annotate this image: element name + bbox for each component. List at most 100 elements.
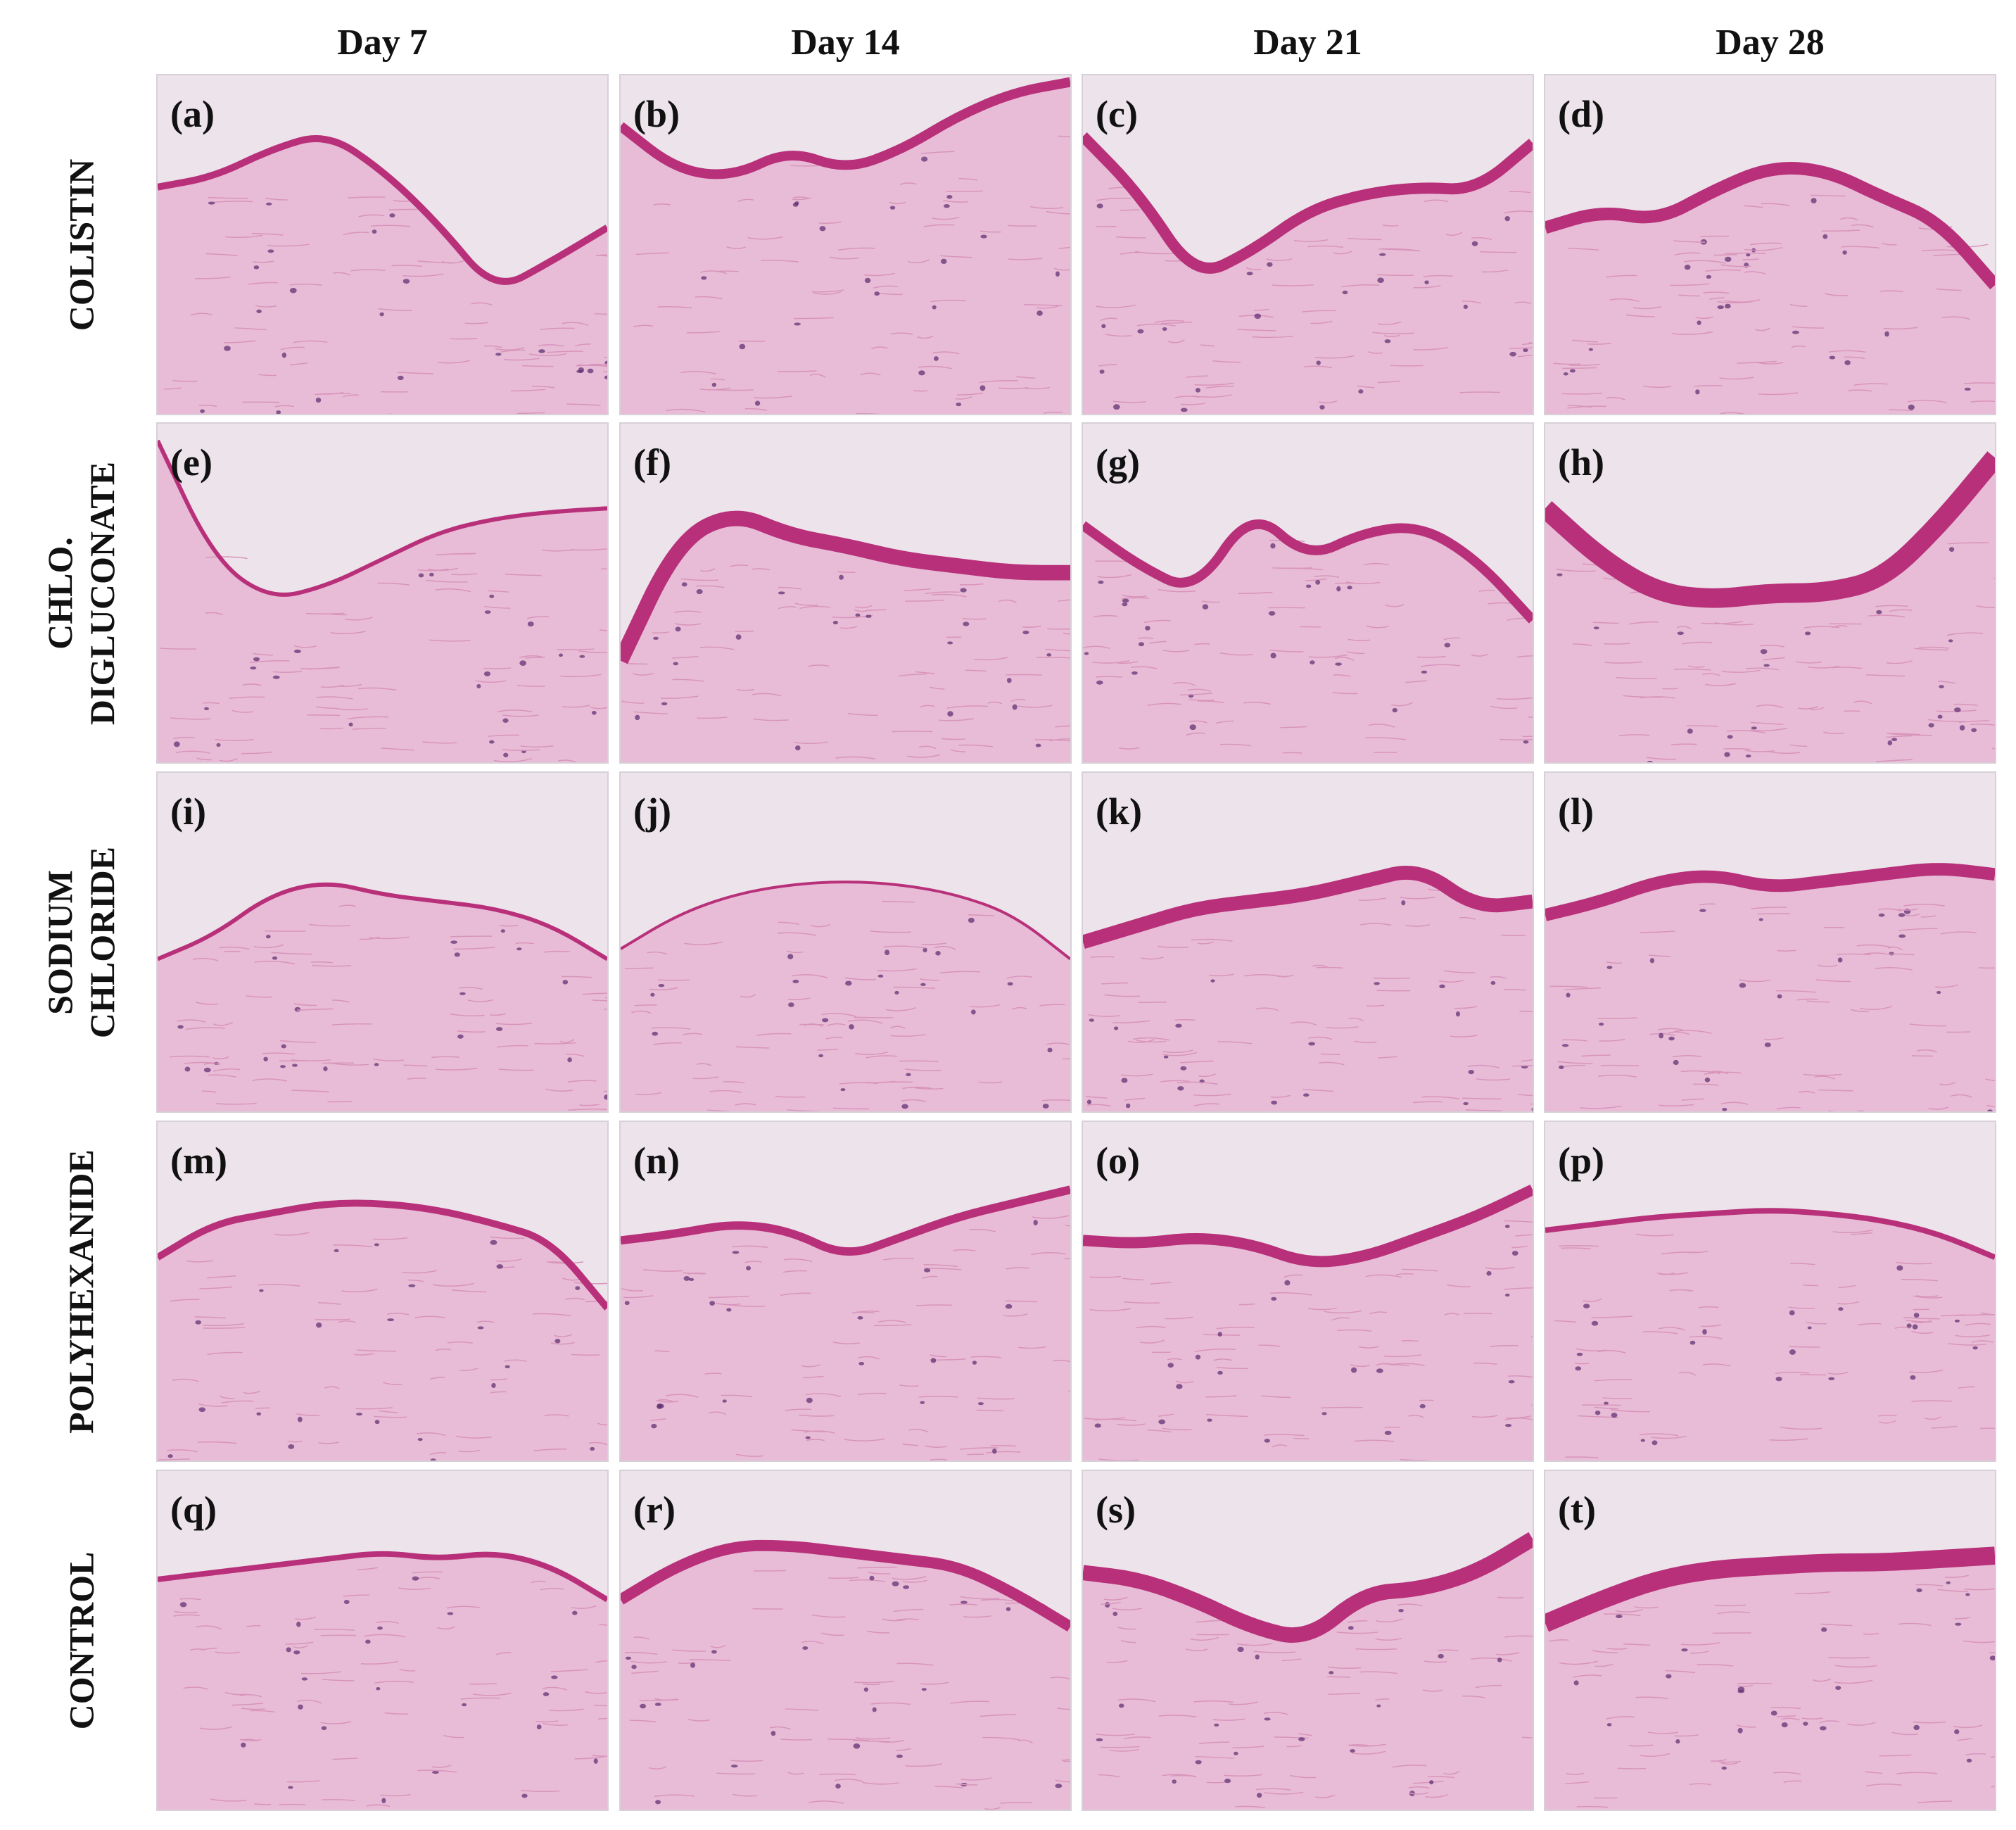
collagen-fiber xyxy=(1509,347,1533,349)
collagen-fiber xyxy=(1213,1358,1232,1361)
cell-nucleus xyxy=(288,1786,293,1789)
cell-nucleus xyxy=(1876,610,1882,614)
cell-nucleus xyxy=(1033,1220,1038,1226)
collagen-fiber xyxy=(920,151,955,154)
cell-nucleus xyxy=(650,992,655,997)
tissue-section-image xyxy=(1545,863,1995,1111)
collagen-fiber xyxy=(806,1393,842,1397)
collagen-fiber xyxy=(567,1080,597,1083)
collagen-fiber xyxy=(213,1056,229,1060)
collagen-fiber xyxy=(854,1681,894,1684)
collagen-fiber xyxy=(687,331,721,334)
collagen-fiber xyxy=(1582,1404,1621,1406)
collagen-fiber xyxy=(1158,1715,1197,1718)
collagen-fiber xyxy=(1781,1717,1800,1721)
cell-nucleus xyxy=(1022,630,1029,635)
collagen-fiber xyxy=(732,1793,758,1797)
cell-nucleus xyxy=(1125,1103,1131,1109)
collagen-fiber xyxy=(1117,1627,1136,1630)
collagen-fiber xyxy=(915,1087,944,1090)
collagen-fiber xyxy=(634,1004,657,1007)
collagen-fiber xyxy=(868,1572,891,1575)
cell-nucleus xyxy=(1195,1760,1202,1765)
collagen-fiber xyxy=(225,234,263,239)
cell-nucleus xyxy=(1374,982,1380,985)
cell-nucleus xyxy=(259,1289,264,1292)
collagen-fiber xyxy=(332,1758,358,1760)
collagen-fiber xyxy=(205,556,248,560)
collagen-fiber xyxy=(858,1356,880,1360)
collagen-fiber xyxy=(554,1334,573,1337)
collagen-fiber xyxy=(1764,1037,1784,1040)
collagen-fiber xyxy=(1877,908,1901,911)
collagen-fiber xyxy=(1911,1320,1932,1323)
collagen-fiber xyxy=(1898,908,1918,911)
collagen-fiber xyxy=(1896,1261,1932,1265)
collagen-fiber xyxy=(198,404,217,408)
collagen-fiber xyxy=(1736,1724,1756,1728)
collagen-fiber xyxy=(1391,702,1414,707)
collagen-fiber xyxy=(1755,327,1770,332)
collagen-fiber xyxy=(1053,1359,1070,1363)
cell-nucleus xyxy=(701,276,707,280)
collagen-fiber xyxy=(253,260,274,263)
collagen-fiber xyxy=(1201,600,1221,603)
collagen-fiber xyxy=(1572,339,1599,343)
collagen-fiber xyxy=(1185,1648,1208,1651)
collagen-fiber xyxy=(782,1270,807,1273)
micrograph-panel: (l) xyxy=(1544,771,1996,1113)
collagen-fiber xyxy=(1120,1639,1136,1643)
collagen-fiber xyxy=(969,1228,996,1232)
collagen-fiber xyxy=(1087,1104,1111,1107)
collagen-fiber xyxy=(621,700,645,704)
collagen-fiber xyxy=(285,1641,314,1645)
cell-nucleus xyxy=(365,1639,371,1644)
collagen-fiber xyxy=(657,1400,679,1403)
panel-label: (s) xyxy=(1096,1489,1136,1531)
collagen-fiber xyxy=(939,718,975,721)
collagen-fiber xyxy=(1193,394,1232,398)
collagen-fiber xyxy=(314,1629,355,1631)
cell-nucleus xyxy=(1189,724,1196,731)
collagen-fiber xyxy=(358,214,385,217)
collagen-fiber xyxy=(1174,396,1200,398)
collagen-fiber xyxy=(1489,976,1507,979)
collagen-fiber xyxy=(1290,1021,1317,1026)
collagen-fiber xyxy=(1269,649,1304,652)
collagen-fiber xyxy=(854,1016,894,1018)
tissue-section-image xyxy=(158,1199,607,1460)
collagen-fiber xyxy=(1237,329,1276,332)
cell-nucleus xyxy=(184,1066,191,1072)
collagen-fiber xyxy=(521,1789,560,1793)
collagen-fiber xyxy=(930,299,966,303)
collagen-fiber xyxy=(1017,705,1053,708)
collagen-fiber xyxy=(336,708,369,711)
collagen-fiber xyxy=(1695,316,1713,320)
collagen-fiber xyxy=(1767,750,1801,755)
collagen-fiber xyxy=(960,583,984,586)
collagen-fiber xyxy=(1603,643,1630,645)
cell-nucleus xyxy=(1559,1065,1564,1069)
cell-nucleus xyxy=(1358,389,1364,394)
cell-nucleus xyxy=(1675,1739,1680,1744)
collagen-fiber xyxy=(916,335,934,339)
collagen-fiber xyxy=(1931,1425,1958,1429)
collagen-fiber xyxy=(943,200,969,203)
collagen-fiber xyxy=(633,324,654,327)
collagen-fiber xyxy=(1158,588,1196,593)
cell-nucleus xyxy=(1939,685,1944,688)
epidermis-layer xyxy=(1545,451,1995,608)
cell-nucleus xyxy=(840,1088,846,1092)
collagen-fiber xyxy=(280,1040,316,1044)
collagen-fiber xyxy=(1253,1651,1296,1653)
collagen-fiber xyxy=(1819,1720,1840,1724)
collagen-fiber xyxy=(674,623,701,626)
collagen-fiber xyxy=(1385,604,1405,607)
collagen-fiber xyxy=(1790,1263,1815,1266)
collagen-fiber xyxy=(1422,1689,1443,1692)
cell-nucleus xyxy=(819,226,826,232)
collagen-fiber xyxy=(1100,1746,1140,1748)
cell-nucleus xyxy=(947,711,953,717)
column-header-4: Day 28 xyxy=(1716,22,1825,63)
collagen-fiber xyxy=(793,196,810,200)
